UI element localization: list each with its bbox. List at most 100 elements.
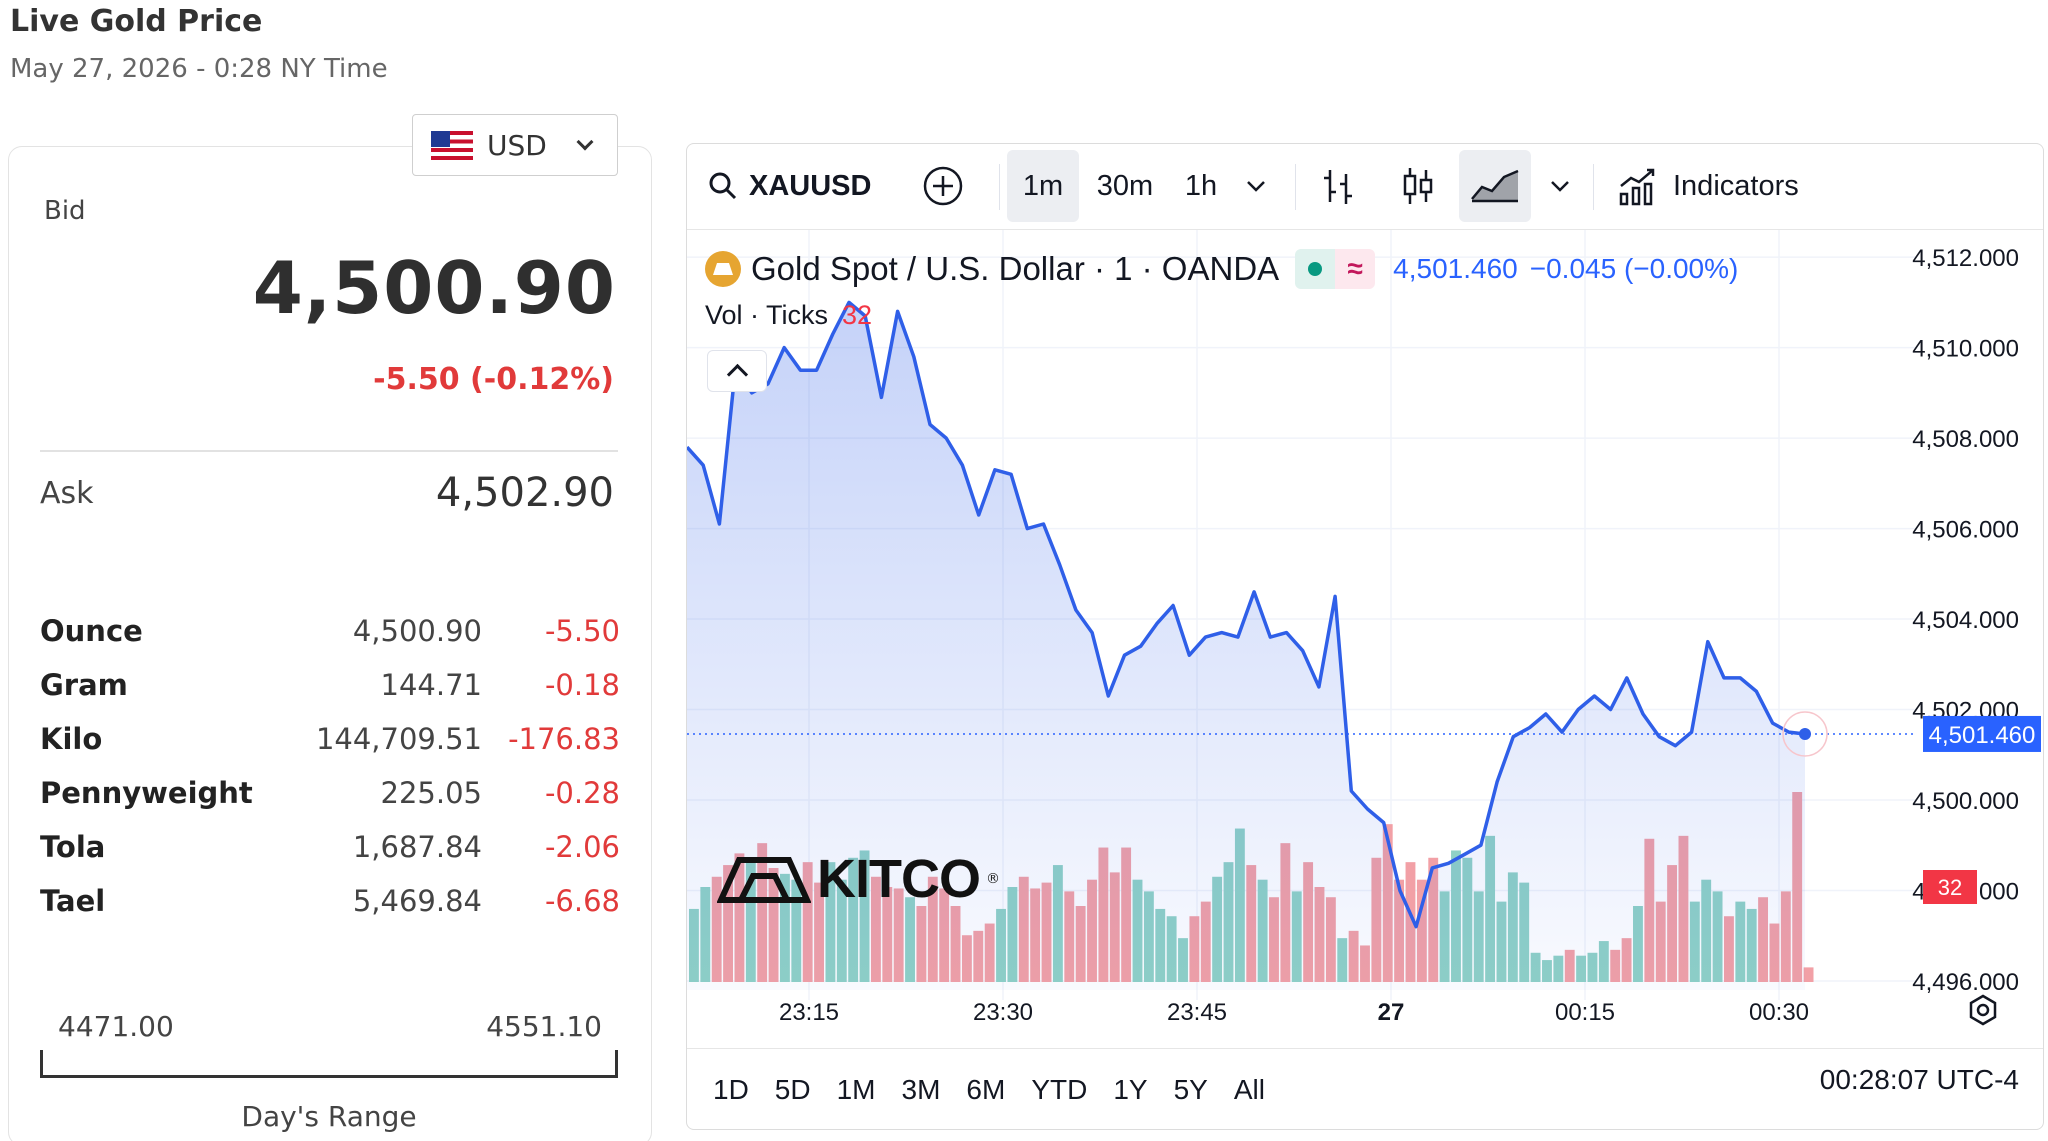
divider (40, 450, 618, 452)
unit-name: Pennyweight (40, 776, 253, 810)
table-row: Ounce 4,500.90 -5.50 (40, 604, 620, 658)
unit-change: -5.50 (544, 614, 620, 648)
y-tick-label: 4,496.000 (1912, 969, 2019, 996)
x-tick-label: 27 (1378, 999, 1405, 1026)
last-price-tag-label: 4,501.460 (1929, 722, 2036, 749)
volume-legend: Vol · Ticks 32 (705, 300, 872, 331)
chevron-down-icon (576, 133, 594, 151)
symbol-label: XAUUSD (749, 169, 872, 202)
unit-price: 5,469.84 (352, 884, 482, 918)
period-5d[interactable]: 5D (774, 1073, 811, 1105)
table-row: Tola 1,687.84 -2.06 (40, 820, 620, 874)
y-tick-label: 4,506.000 (1912, 517, 2019, 544)
compare-symbol-button[interactable] (919, 150, 967, 222)
period-all[interactable]: All (1233, 1073, 1265, 1105)
volume-legend-label: Vol · Ticks (705, 300, 829, 330)
bid-price: 4,500.90 (252, 246, 616, 330)
market-status[interactable]: ≈ (1295, 249, 1376, 289)
indicators-icon (1619, 168, 1655, 206)
unit-name: Tola (40, 830, 106, 864)
last-price-halo (1782, 711, 1828, 757)
price-line (687, 300, 1806, 929)
period-1m[interactable]: 1M (836, 1073, 876, 1105)
bar-chart-type-button[interactable] (1307, 150, 1369, 222)
y-tick-label: 4,512.000 (1912, 245, 2019, 272)
interval-dropdown[interactable] (1231, 150, 1281, 222)
legend-price: 4,501.460 (1393, 253, 1518, 284)
chart-legend: Gold Spot / U.S. Dollar · 1 · OANDA ≈ 4,… (705, 246, 1738, 292)
unit-name: Gram (40, 668, 128, 702)
market-open-dot-icon (1308, 262, 1323, 276)
price-chart[interactable]: 4,512.000 4,510.000 4,508.000 4,506.000 4,50… (687, 230, 2044, 1048)
candlestick-icon (1403, 168, 1433, 204)
indicators-label: Indicators (1673, 169, 1799, 202)
unit-name: Kilo (40, 722, 103, 756)
unit-price-table: Ounce 4,500.90 -5.50 Gram 144.71 -0.18 K… (40, 604, 620, 928)
registered-mark: ® (986, 871, 1000, 887)
unit-price: 4,500.90 (352, 614, 482, 648)
page-title: Live Gold Price (10, 4, 263, 39)
page-datetime: May 27, 2026 - 0:28 NY Time (10, 54, 388, 84)
plus-circle-icon (923, 166, 963, 206)
chart-widget: XAUUSD 1m 30m 1h (686, 143, 2044, 1130)
unit-change: -0.18 (544, 668, 620, 702)
interval-1m[interactable]: 1m (1007, 150, 1079, 222)
period-6m[interactable]: 6M (966, 1073, 1006, 1105)
y-tick-label: 4,504.000 (1912, 607, 2019, 634)
legend-title: Gold Spot / U.S. Dollar · 1 · OANDA (751, 250, 1280, 287)
currency-select[interactable]: USD (412, 114, 618, 176)
price-area (687, 302, 1805, 990)
bid-change: -5.50 (-0.12%) (373, 362, 614, 397)
chart-type-dropdown[interactable] (1535, 150, 1585, 222)
period-bar: 1D 5D 1M 3M 6M YTD 1Y 5Y All 00:28:07 UT… (687, 1048, 2043, 1129)
legend-change: −0.045 (−0.00%) (1529, 253, 1739, 284)
y-tick-label: 4,500.000 (1912, 788, 2019, 815)
day-range-high: 4551.10 (486, 1010, 602, 1043)
collapse-legend-button[interactable] (707, 350, 767, 392)
ask-price: 4,502.90 (435, 470, 614, 516)
x-tick-label: 23:45 (1167, 999, 1227, 1026)
gold-bar-icon (705, 251, 741, 287)
period-5y[interactable]: 5Y (1173, 1073, 1208, 1105)
kitco-logo-text: KITCO (817, 849, 981, 909)
quote-panel (8, 146, 652, 1141)
table-row: Kilo 144,709.51 -176.83 (40, 712, 620, 766)
bid-label: Bid (44, 196, 86, 226)
table-row: Tael 5,469.84 -6.68 (40, 874, 620, 928)
last-price-tag (1923, 715, 2041, 752)
volume-bar (1803, 967, 1814, 982)
table-row: Gram 144.71 -0.18 (40, 658, 620, 712)
area-chart-type-button[interactable] (1459, 150, 1531, 222)
unit-price: 1,687.84 (352, 830, 482, 864)
interval-30m[interactable]: 30m (1096, 169, 1154, 202)
area-chart-icon (1471, 169, 1519, 203)
axis-settings-icon[interactable] (1969, 994, 1997, 1026)
x-tick-label: 00:15 (1555, 999, 1615, 1026)
symbol-search[interactable]: XAUUSD (707, 150, 871, 222)
currency-label: USD (487, 128, 547, 162)
candle-chart-type-button[interactable] (1387, 150, 1449, 222)
axis-divider (687, 1048, 2043, 1049)
day-range-bar (40, 1050, 618, 1078)
last-volume-tag (1923, 870, 1977, 904)
timezone-clock[interactable]: 00:28:07 UTC-4 (1819, 1064, 2019, 1095)
indicators-button[interactable]: Indicators (1607, 150, 1809, 222)
search-icon (709, 172, 737, 200)
x-tick-label: 23:15 (779, 999, 839, 1026)
unit-change: -176.83 (508, 722, 620, 756)
chevron-down-icon (1247, 181, 1265, 192)
y-tick-label: 4,510.000 (1912, 336, 2019, 363)
unit-name: Tael (40, 884, 106, 918)
interval-1h[interactable]: 1h (1184, 169, 1218, 202)
kitco-logo: KITCO ® (717, 848, 1000, 910)
period-1y[interactable]: 1Y (1113, 1073, 1148, 1105)
unit-price: 225.05 (380, 776, 482, 810)
unit-change: -0.28 (544, 776, 620, 810)
x-tick-label: 00:30 (1749, 999, 1809, 1026)
period-3m[interactable]: 3M (901, 1073, 941, 1105)
day-range-label: Day's Range (241, 1100, 417, 1133)
x-tick-label: 23:30 (973, 999, 1033, 1026)
period-1d[interactable]: 1D (713, 1073, 749, 1105)
chart-toolbar: XAUUSD 1m 30m 1h (687, 144, 2043, 230)
period-ytd[interactable]: YTD (1031, 1073, 1088, 1105)
